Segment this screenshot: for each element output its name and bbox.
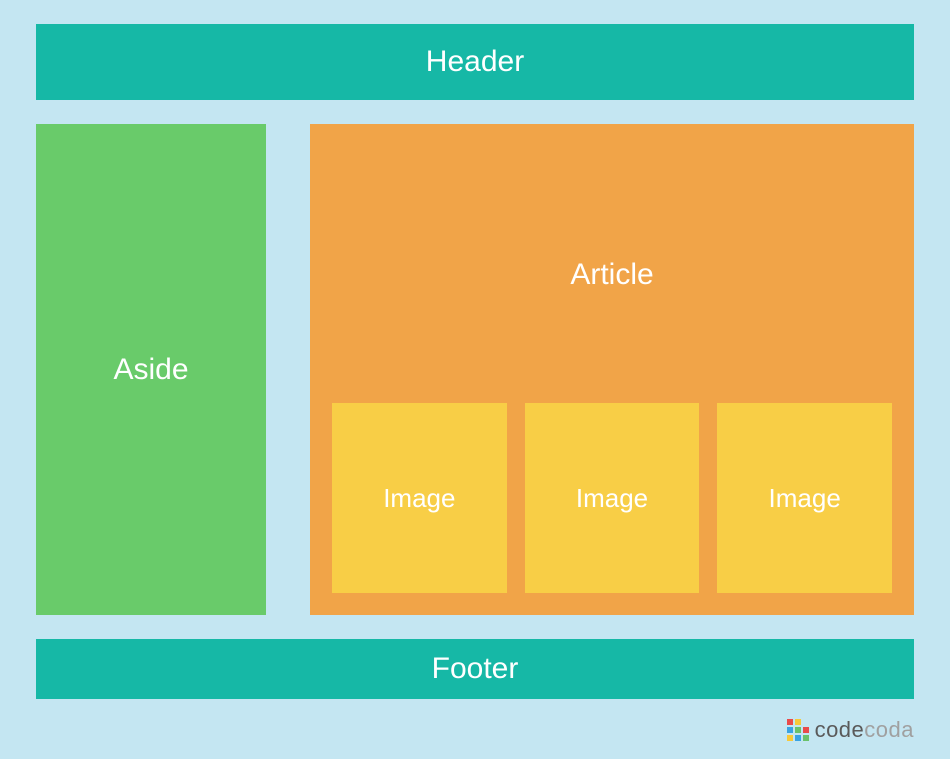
codecoda-logo-icon: [787, 719, 809, 741]
image-box: Image: [332, 403, 507, 593]
image-box-label: Image: [769, 483, 841, 514]
codecoda-logo: codecoda: [787, 717, 914, 743]
logo-text-code: code: [815, 717, 865, 742]
image-box: Image: [717, 403, 892, 593]
footer-label: Footer: [432, 652, 519, 686]
header-label: Header: [426, 45, 524, 79]
layout-canvas: Header Aside Article Image Image Image: [0, 0, 950, 759]
images-row: Image Image Image: [332, 403, 892, 593]
aside-region: Aside: [36, 124, 266, 615]
header-region: Header: [36, 24, 914, 100]
image-box: Image: [525, 403, 700, 593]
image-box-label: Image: [576, 483, 648, 514]
aside-label: Aside: [113, 353, 188, 387]
footer-region: Footer: [36, 639, 914, 699]
image-box-label: Image: [383, 483, 455, 514]
article-label-wrap: Article: [332, 146, 892, 403]
article-region: Article Image Image Image: [310, 124, 914, 615]
logo-text-coda: coda: [864, 717, 914, 742]
codecoda-logo-text: codecoda: [815, 717, 914, 743]
middle-row: Aside Article Image Image Image: [36, 124, 914, 615]
article-label: Article: [570, 258, 653, 292]
